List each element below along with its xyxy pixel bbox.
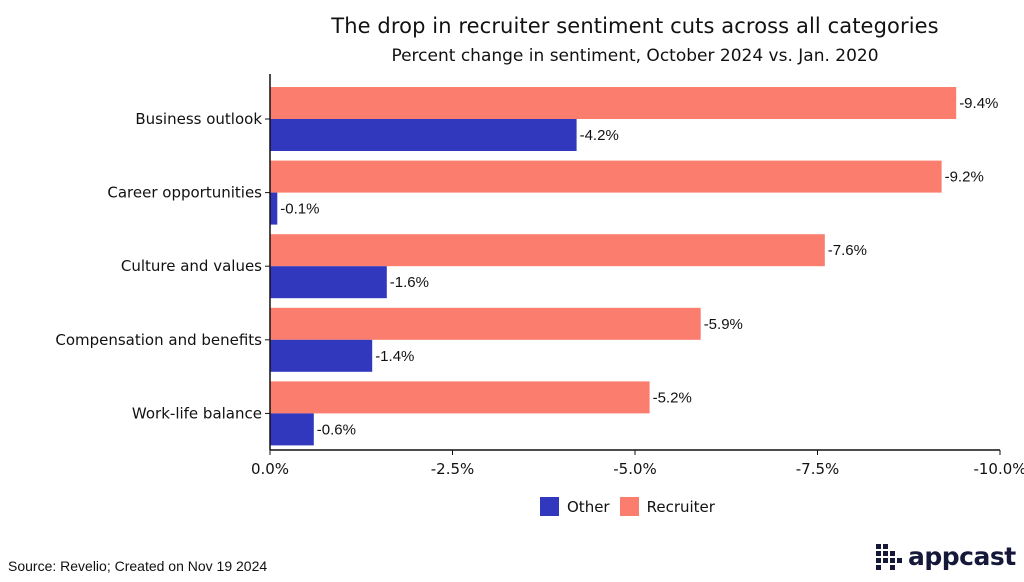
bar-other bbox=[270, 192, 278, 225]
appcast-logo-icon bbox=[876, 543, 902, 570]
bar-recruiter bbox=[270, 160, 942, 193]
x-tick-label: 0.0% bbox=[251, 460, 289, 478]
data-label-recruiter: -5.9% bbox=[704, 316, 743, 333]
data-label-other: -1.4% bbox=[375, 348, 414, 365]
chart-subtitle: Percent change in sentiment, October 202… bbox=[391, 46, 879, 66]
data-label-recruiter: -9.2% bbox=[945, 169, 984, 186]
bar-other bbox=[270, 413, 314, 446]
data-label-recruiter: -7.6% bbox=[828, 242, 867, 259]
bar-recruiter bbox=[270, 307, 701, 340]
data-label-other: -1.6% bbox=[390, 274, 429, 291]
category-label: Compensation and benefits bbox=[55, 331, 262, 349]
x-tick-label: -7.5% bbox=[796, 460, 840, 478]
source-note: Source: Revelio; Created on Nov 19 2024 bbox=[8, 558, 268, 574]
bar-other bbox=[270, 119, 577, 151]
x-tick-label: -10.0% bbox=[973, 460, 1024, 478]
x-tick-label: -5.0% bbox=[613, 460, 657, 478]
logo-text: appcast bbox=[908, 542, 1016, 571]
data-label-other: -0.6% bbox=[317, 421, 356, 438]
chart-title: The drop in recruiter sentiment cuts acr… bbox=[331, 14, 939, 38]
data-label-other: -4.2% bbox=[580, 127, 619, 144]
x-tick-label: -2.5% bbox=[431, 460, 475, 478]
appcast-logo: appcast bbox=[876, 542, 1016, 571]
data-label-other: -0.1% bbox=[280, 201, 319, 218]
bar-recruiter bbox=[270, 381, 650, 414]
bar-other bbox=[270, 339, 373, 372]
category-label: Career opportunities bbox=[107, 184, 262, 202]
bar-other bbox=[270, 266, 387, 299]
legend-swatch-other bbox=[540, 497, 559, 516]
legend-label-recruiter: Recruiter bbox=[646, 497, 715, 516]
legend-item-recruiter: Recruiter bbox=[619, 497, 715, 516]
category-label: Work-life balance bbox=[132, 404, 262, 422]
legend-label-other: Other bbox=[567, 497, 610, 516]
legend-swatch-recruiter bbox=[619, 497, 639, 516]
category-label: Culture and values bbox=[121, 257, 262, 275]
bar-recruiter bbox=[270, 234, 825, 267]
data-label-recruiter: -9.4% bbox=[959, 95, 998, 112]
category-label: Business outlook bbox=[135, 110, 262, 128]
data-label-recruiter: -5.2% bbox=[653, 389, 692, 406]
bar-recruiter bbox=[270, 87, 957, 119]
legend-item-other: Other bbox=[540, 497, 610, 516]
legend: Other Recruiter bbox=[540, 497, 725, 516]
